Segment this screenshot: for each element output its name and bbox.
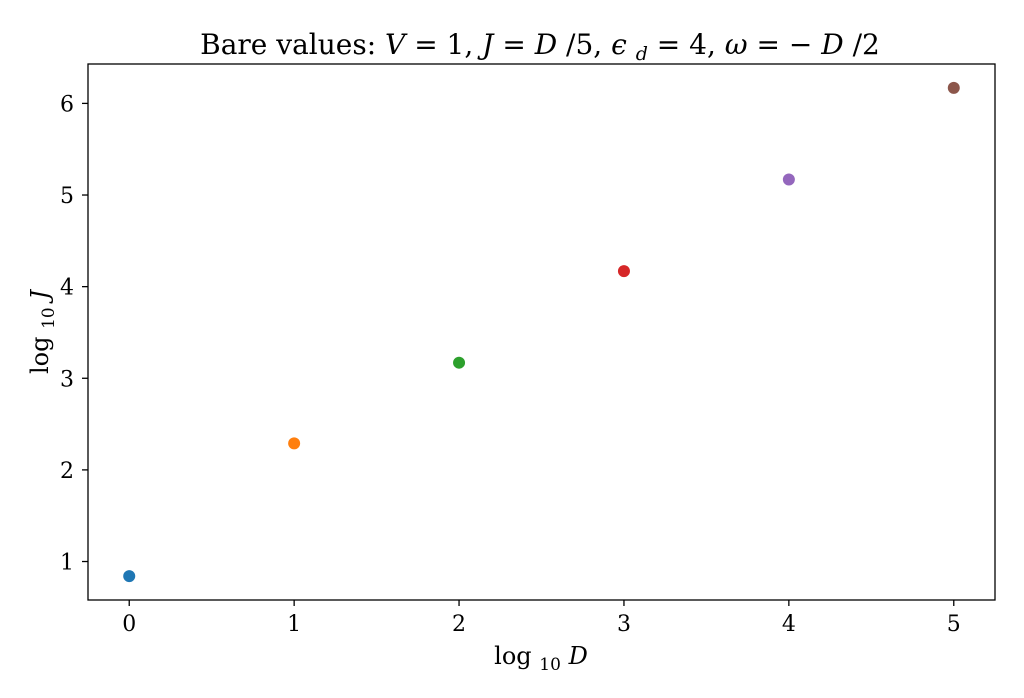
chart-title-v: V: [385, 28, 408, 61]
data-points: [123, 81, 960, 583]
scatter-point: [453, 356, 466, 369]
chart-title-v-val: = 1,: [414, 28, 482, 61]
chart-title-eps-val: = 4,: [657, 28, 725, 61]
chart-title-eq2: = −: [757, 28, 813, 61]
x-tick-label: 3: [617, 612, 631, 637]
plot-frame: [87, 63, 996, 601]
chart-title-d2: D: [820, 28, 843, 61]
chart-title-prefix: Bare values:: [200, 28, 385, 61]
x-axis-label-base: 10: [539, 655, 561, 675]
x-axis-label-log: log: [494, 642, 532, 670]
y-axis-label-base: 10: [39, 307, 59, 329]
chart-title-div2: /2: [853, 28, 880, 61]
x-axis-label-var: D: [568, 642, 588, 670]
y-axis-ticks: 1 2 3 4 5 6: [60, 92, 88, 576]
scatter-point: [123, 570, 136, 583]
x-tick-label: 2: [452, 612, 466, 637]
chart-title: Bare values: V = 1, J = D /5, ϵ d = 4, ω…: [200, 28, 880, 67]
y-tick-label: 4: [60, 276, 74, 301]
chart-title-eps: ϵ: [611, 28, 627, 61]
chart-title-eq1: =: [502, 28, 534, 61]
y-tick-label: 5: [60, 184, 74, 209]
y-tick-label: 1: [60, 551, 74, 576]
y-axis-label-var: J: [26, 289, 54, 305]
y-tick-label: 2: [60, 459, 74, 484]
x-tick-label: 5: [947, 612, 961, 637]
scatter-point: [947, 81, 960, 94]
chart-title-eps-sub: d: [636, 43, 648, 65]
chart-title-omega: ω: [725, 28, 748, 61]
x-axis-label: log 10 D: [494, 642, 588, 676]
x-axis-ticks: 0 1 2 3 4 5: [122, 600, 961, 637]
y-tick-label: 3: [60, 367, 74, 392]
scatter-point: [617, 265, 630, 278]
scatter-point: [782, 173, 795, 186]
x-tick-label: 4: [782, 612, 796, 637]
chart-title-d1: D: [534, 28, 557, 61]
y-axis-label-log: log: [26, 337, 54, 375]
y-axis-label: log 10 J: [26, 289, 60, 374]
chart-title-j: J: [477, 28, 495, 61]
chart-title-div5: /5,: [566, 28, 611, 61]
x-tick-label: 0: [122, 612, 136, 637]
x-tick-label: 1: [287, 612, 301, 637]
y-tick-label: 6: [60, 92, 74, 117]
scatter-point: [288, 437, 301, 450]
